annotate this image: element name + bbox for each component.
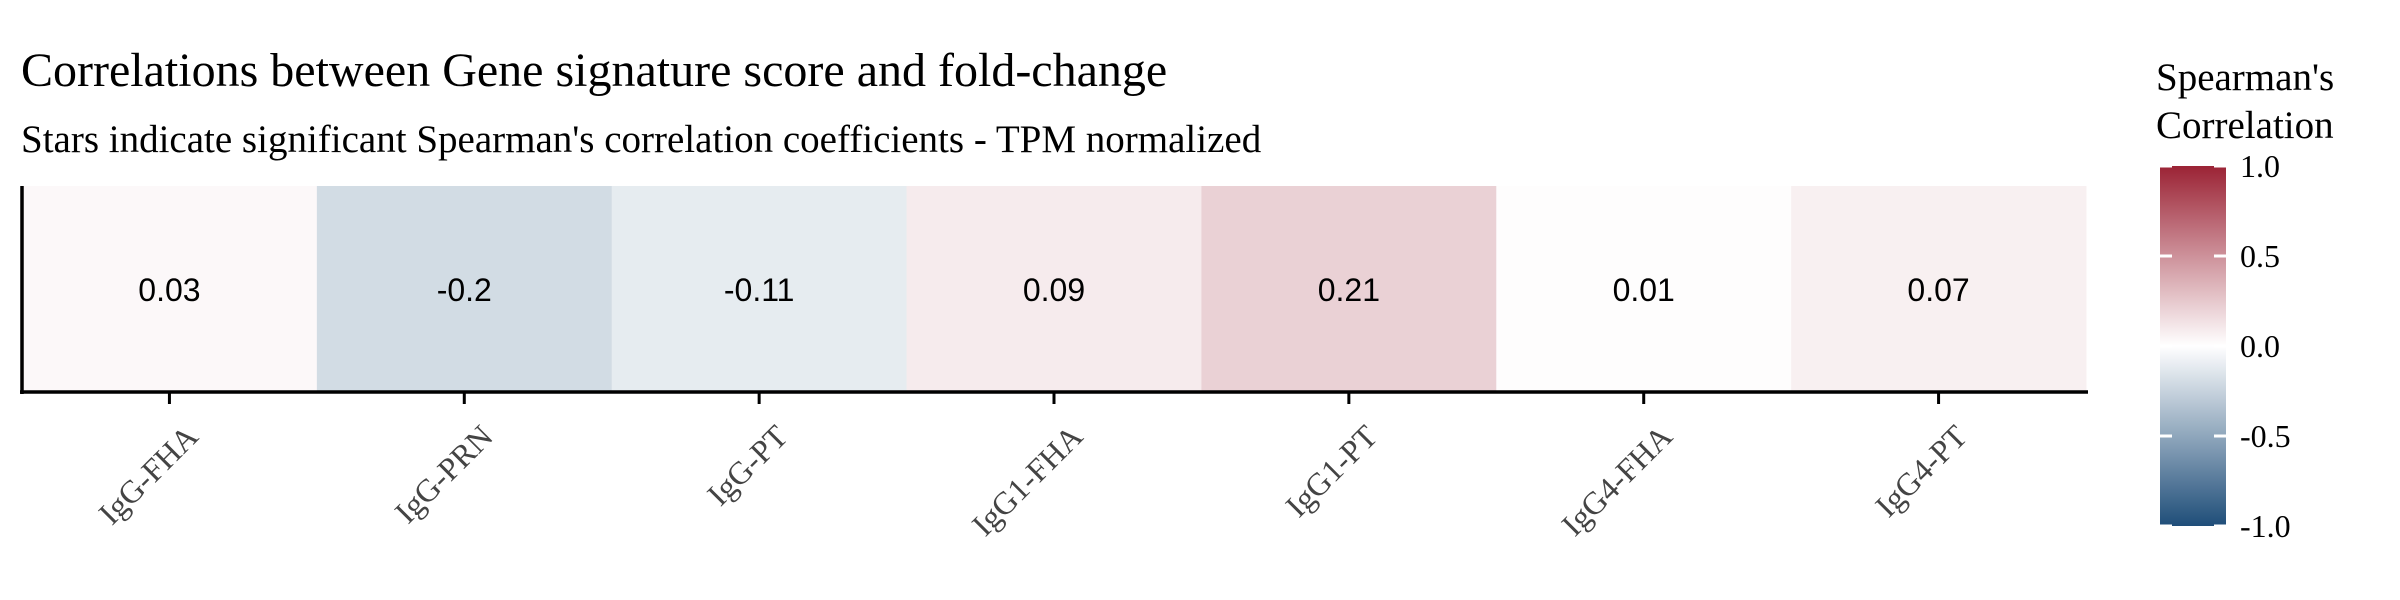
legend-ticks: 1.0 0.5 0.0 -0.5 -1.0 [2160, 148, 2291, 544]
chart-subtitle: Stars indicate significant Spearman's co… [21, 118, 1262, 161]
x-axis-ticks [167, 392, 1941, 404]
heatmap-cell-IgG4-PT [1791, 186, 2087, 392]
heatmap-cell-IgG-PT [611, 186, 908, 392]
heatmap-cells [22, 186, 2087, 392]
cell-value-label: 0.07 [1907, 272, 1969, 308]
heatmap-cell-IgG-PRN [316, 186, 613, 392]
x-tick-label: IgG4-FHA [1554, 418, 1679, 543]
legend-title-line-1: Spearman's [2156, 56, 2334, 99]
cell-value-label: 0.09 [1023, 272, 1085, 308]
x-tick-label: IgG1-FHA [965, 418, 1090, 543]
x-tick-label: IgG1-PT [1278, 418, 1384, 524]
legend-tick-label: 1.0 [2240, 148, 2280, 184]
cell-value-label: 0.21 [1318, 272, 1380, 308]
color-legend: Spearman's Correlation 1.0 0.5 0.0 -0.5 -1.0 [2156, 56, 2334, 544]
heatmap-cell-IgG1-PT [1201, 186, 1497, 392]
legend-tick-label: 0.5 [2240, 238, 2280, 274]
legend-tick-label: -0.5 [2240, 418, 2291, 454]
x-tick-label: IgG4-PT [1868, 418, 1974, 524]
cell-value-label: 0.03 [138, 272, 200, 308]
cell-value-label: -0.11 [724, 272, 795, 308]
legend-title-line-2: Correlation [2156, 104, 2334, 147]
heatmap-cell-IgG4-FHA [1496, 186, 1792, 392]
heatmap-cell-IgG1-FHA [906, 186, 1202, 392]
cell-value-label: -0.2 [437, 272, 492, 308]
legend-tick-label: -1.0 [2240, 508, 2291, 544]
x-tick-label: IgG-PRN [387, 418, 499, 530]
x-axis-tick-labels: IgG-FHA IgG-PRN IgG-PT IgG1-FHA IgG1-PT IgG4-… [91, 418, 1974, 543]
heatmap-cell-IgG-FHA [22, 186, 318, 392]
legend-tick-label: 0.0 [2240, 328, 2280, 364]
x-tick-label: IgG-FHA [91, 418, 204, 531]
cell-value-label: 0.01 [1613, 272, 1675, 308]
chart-title: Correlations between Gene signature scor… [21, 44, 1167, 97]
cell-value-labels: 0.03 -0.2 -0.11 0.09 0.21 0.01 0.07 [138, 272, 1969, 308]
x-tick-label: IgG-PT [700, 418, 795, 513]
